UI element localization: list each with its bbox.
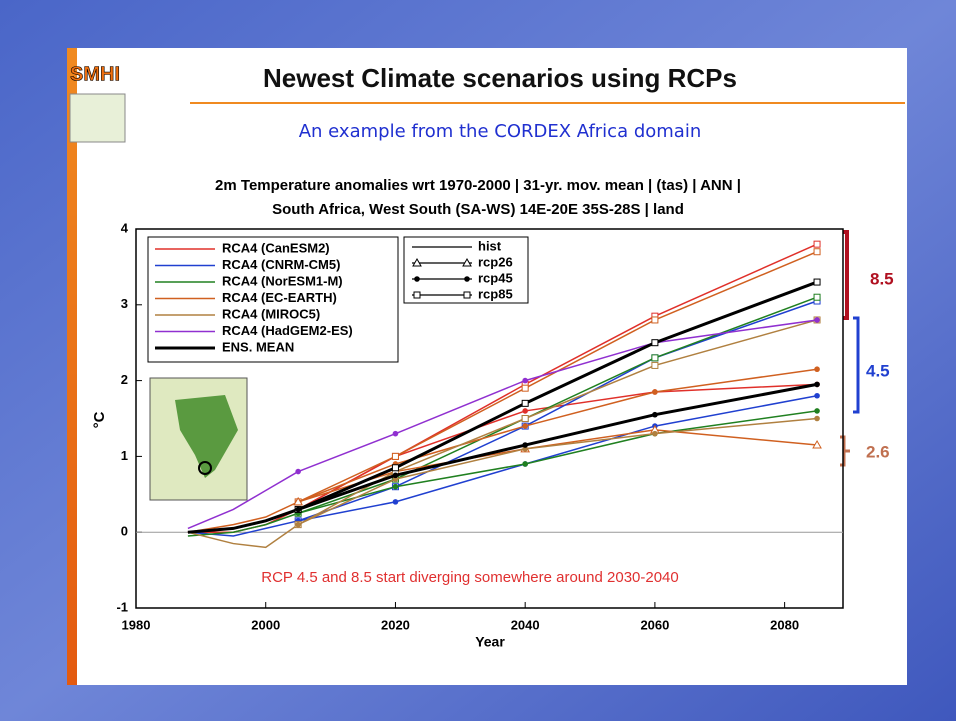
marker — [392, 453, 398, 459]
legend-label: RCA4 (EC-EARTH) — [222, 290, 337, 305]
slide-title: Newest Climate scenarios using RCPs — [263, 63, 737, 93]
marker — [652, 431, 658, 437]
legend-label: RCA4 (MIROC5) — [222, 306, 320, 321]
marker — [295, 469, 301, 475]
legend-label: rcp26 — [478, 254, 513, 269]
marker — [522, 400, 528, 406]
legend-label: rcp85 — [478, 286, 513, 301]
marker — [814, 249, 820, 255]
marker — [522, 408, 528, 414]
marker — [393, 484, 399, 490]
marker — [814, 294, 820, 300]
x-tick-label: 2040 — [511, 617, 540, 632]
x-tick-label: 1980 — [122, 617, 151, 632]
chart-title: South Africa, West South (SA-WS) 14E-20E… — [272, 201, 684, 218]
x-axis-label: Year — [475, 634, 505, 650]
y-tick-label: 1 — [121, 448, 128, 463]
marker — [814, 416, 820, 422]
x-tick-label: 2000 — [251, 617, 280, 632]
marker — [652, 355, 658, 361]
marker — [464, 276, 470, 282]
marker — [652, 362, 658, 368]
logo-map — [70, 94, 125, 142]
marker — [414, 276, 420, 282]
annotation: 4.5 — [866, 361, 890, 380]
slide-subtitle: An example from the CORDEX Africa domain — [299, 121, 702, 142]
marker — [814, 382, 820, 388]
marker — [652, 389, 658, 395]
x-tick-label: 2080 — [770, 617, 799, 632]
x-tick-label: 2060 — [640, 617, 669, 632]
marker — [814, 366, 820, 372]
legend-label: RCA4 (CNRM-CM5) — [222, 257, 340, 272]
marker — [652, 317, 658, 323]
accent-strip — [67, 48, 77, 685]
marker — [393, 499, 399, 505]
legend-label: RCA4 (CanESM2) — [222, 240, 330, 255]
logo: SMHI — [70, 63, 120, 85]
marker — [464, 292, 470, 298]
y-axis-label: °C — [91, 411, 108, 428]
x-tick-label: 2020 — [381, 617, 410, 632]
annotation: 2.6 — [866, 442, 890, 461]
marker — [522, 442, 528, 448]
chart-title: 2m Temperature anomalies wrt 1970-2000 |… — [215, 177, 741, 194]
marker — [414, 292, 420, 298]
marker — [814, 279, 820, 285]
marker — [522, 416, 528, 422]
marker — [393, 431, 399, 437]
legend-label: ENS. MEAN — [222, 339, 294, 354]
marker — [392, 465, 398, 471]
y-tick-label: 2 — [121, 372, 128, 387]
y-tick-label: -1 — [116, 599, 128, 614]
annotation: 8.5 — [870, 269, 894, 288]
marker — [522, 378, 528, 384]
y-tick-label: 0 — [121, 524, 128, 539]
marker — [393, 473, 399, 479]
page: SMHI Newest Climate scenarios using RCPs… — [0, 0, 956, 721]
slide-panel — [67, 48, 907, 685]
legend-label: RCA4 (HadGEM2-ES) — [222, 323, 353, 338]
marker — [652, 412, 658, 418]
y-tick-label: 3 — [121, 296, 128, 311]
slide: SMHI Newest Climate scenarios using RCPs… — [0, 0, 956, 721]
marker — [814, 408, 820, 414]
annotation: RCP 4.5 and 8.5 start diverging somewher… — [261, 569, 679, 586]
legend-label: RCA4 (NorESM1-M) — [222, 273, 343, 288]
marker — [814, 317, 820, 323]
marker — [522, 461, 528, 467]
legend-label: rcp45 — [478, 270, 513, 285]
marker — [522, 423, 528, 429]
legend-label: hist — [478, 238, 502, 253]
marker — [522, 385, 528, 391]
marker — [295, 507, 301, 513]
marker — [814, 393, 820, 399]
marker — [295, 522, 301, 528]
marker — [652, 340, 658, 346]
marker — [814, 241, 820, 247]
y-tick-label: 4 — [121, 220, 129, 235]
